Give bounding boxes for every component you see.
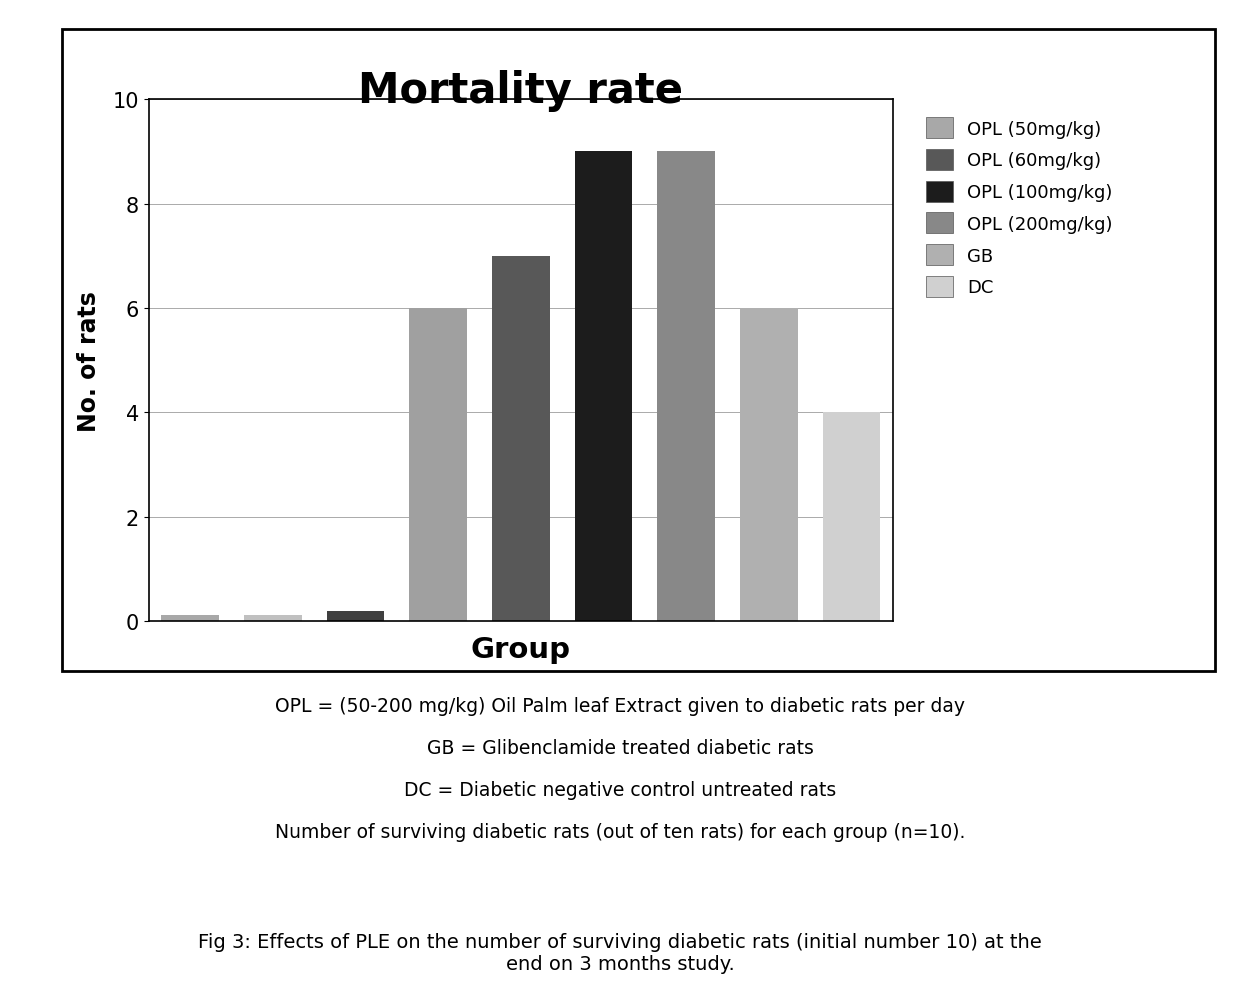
Bar (244, 615, 301, 621)
Bar (657, 152, 715, 621)
Bar (161, 615, 219, 621)
Text: GB = Glibenclamide treated diabetic rats: GB = Glibenclamide treated diabetic rats (427, 738, 813, 758)
Text: Fig 3: Effects of PLE on the number of surviving diabetic rats (initial number 1: Fig 3: Effects of PLE on the number of s… (198, 932, 1042, 973)
Legend: OPL (50mg/kg), OPL (60mg/kg), OPL (100mg/kg), OPL (200mg/kg), GB, DC: OPL (50mg/kg), OPL (60mg/kg), OPL (100mg… (916, 109, 1122, 307)
Bar (326, 612, 384, 621)
Bar (409, 309, 467, 621)
Text: Mortality rate: Mortality rate (358, 70, 683, 112)
Bar (492, 257, 549, 621)
Bar (740, 309, 797, 621)
Text: OPL = (50-200 mg/kg) Oil Palm leaf Extract given to diabetic rats per day: OPL = (50-200 mg/kg) Oil Palm leaf Extra… (275, 696, 965, 715)
Text: Number of surviving diabetic rats (out of ten rats) for each group (n=10).: Number of surviving diabetic rats (out o… (275, 823, 965, 842)
Y-axis label: No. of rats: No. of rats (77, 291, 102, 431)
Bar (822, 413, 880, 621)
X-axis label: Group: Group (471, 635, 570, 663)
Text: DC = Diabetic negative control untreated rats: DC = Diabetic negative control untreated… (404, 781, 836, 800)
Bar (574, 152, 632, 621)
